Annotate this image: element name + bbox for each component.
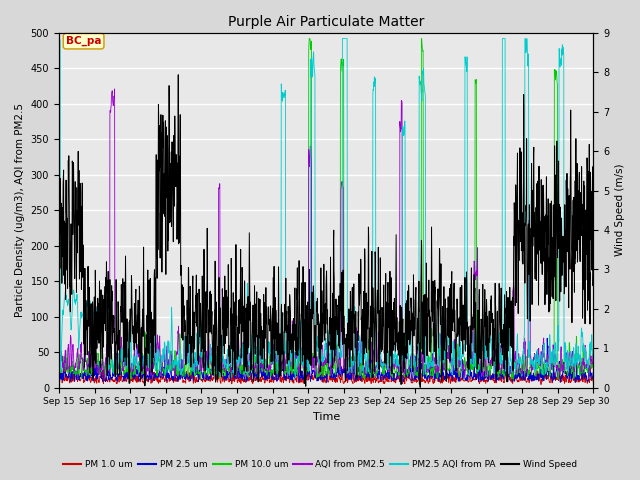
X-axis label: Time: Time bbox=[312, 412, 340, 422]
Legend: PM 1.0 um, PM 2.5 um, PM 10.0 um, AQI from PM2.5, PM2.5 AQI from PA, Wind Speed: PM 1.0 um, PM 2.5 um, PM 10.0 um, AQI fr… bbox=[60, 457, 580, 473]
Text: BC_pa: BC_pa bbox=[66, 36, 101, 47]
Y-axis label: Wind Speed (m/s): Wind Speed (m/s) bbox=[615, 164, 625, 256]
Y-axis label: Particle Density (ug/m3), AQI from PM2.5: Particle Density (ug/m3), AQI from PM2.5 bbox=[15, 103, 25, 317]
Title: Purple Air Particulate Matter: Purple Air Particulate Matter bbox=[228, 15, 424, 29]
